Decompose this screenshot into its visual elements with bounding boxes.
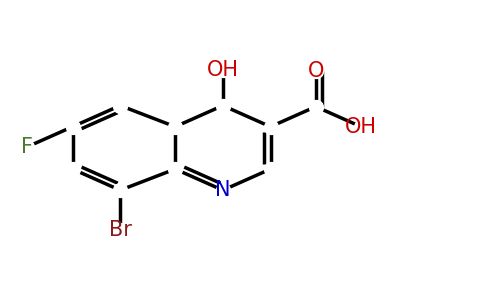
Text: F: F [21, 137, 33, 157]
Text: N: N [215, 180, 230, 200]
Text: O: O [308, 61, 324, 81]
Text: OH: OH [207, 60, 239, 80]
Text: OH: OH [345, 117, 377, 137]
Text: Br: Br [109, 220, 132, 240]
